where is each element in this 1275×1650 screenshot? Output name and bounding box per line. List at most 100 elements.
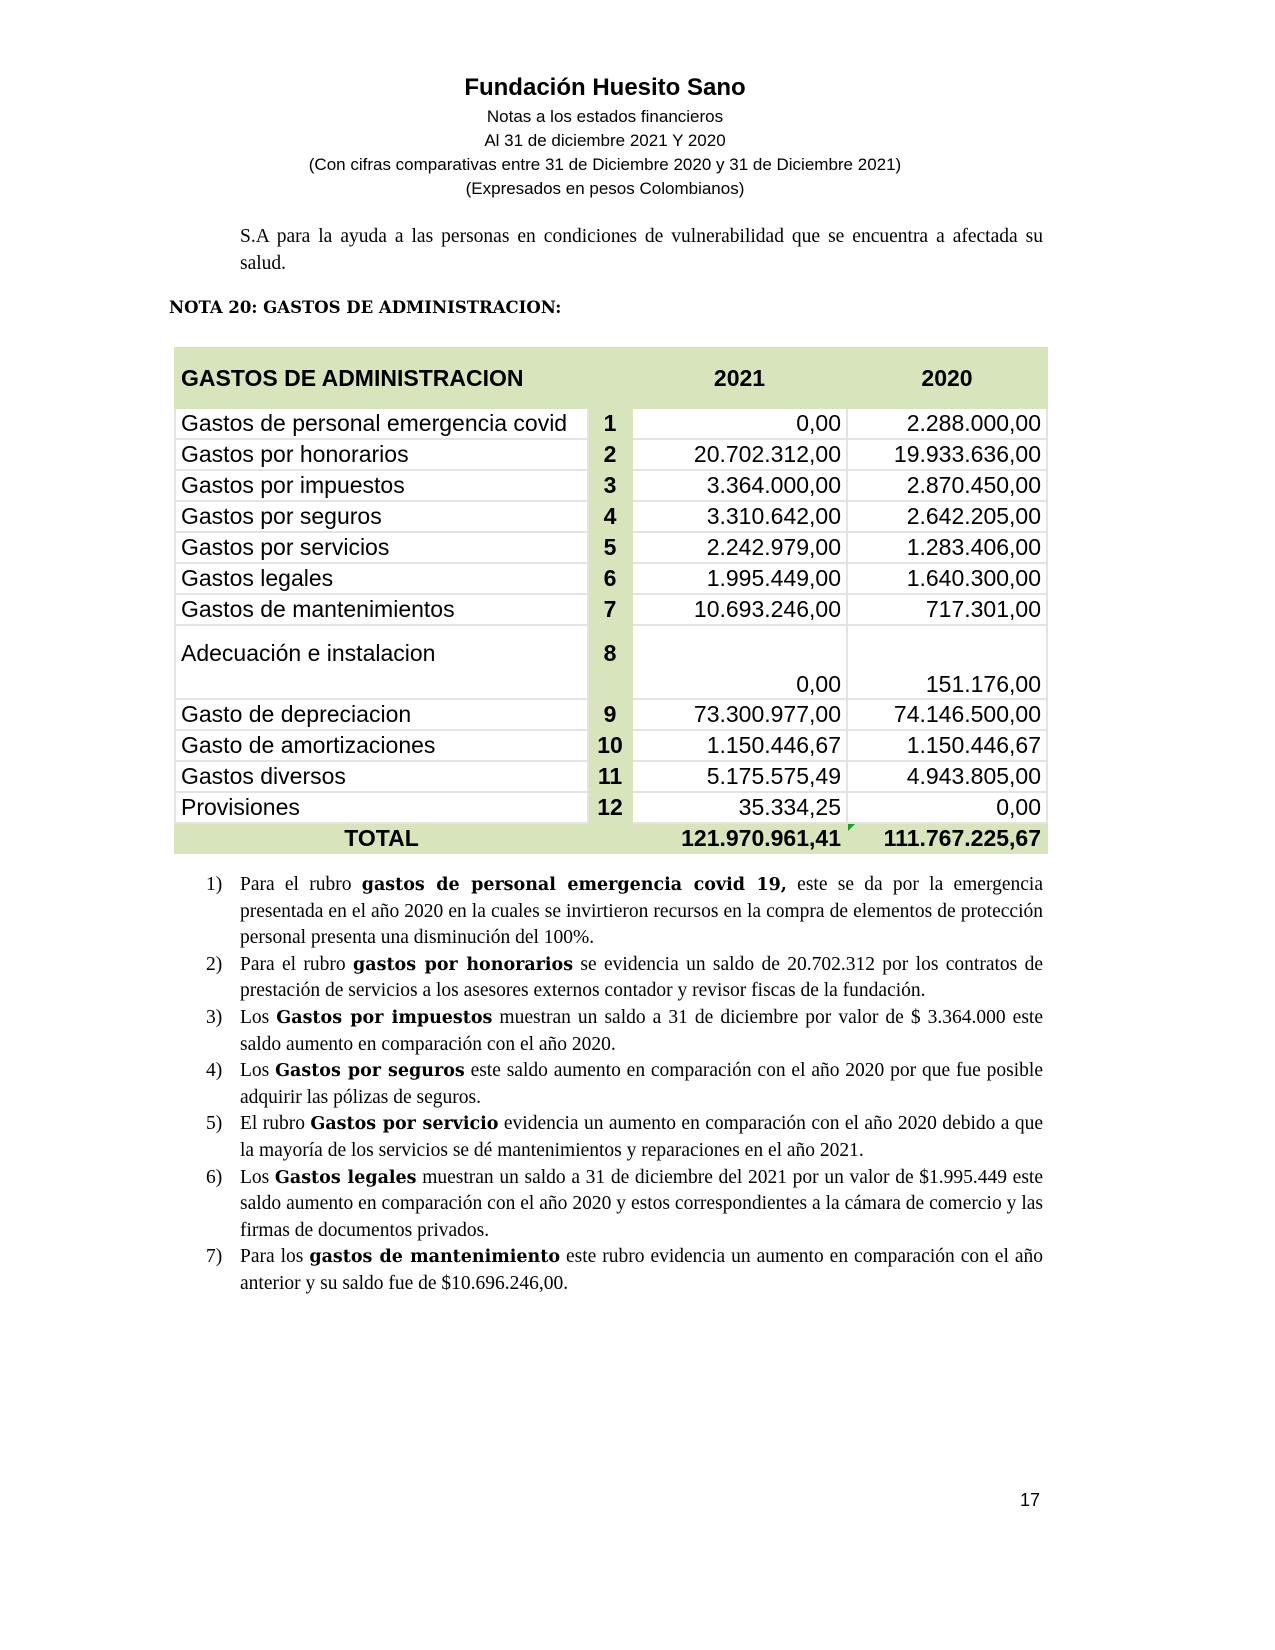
row-label: Gastos de mantenimientos: [174, 593, 589, 626]
row-note-number: 1: [587, 407, 633, 440]
header-2021: 2021: [631, 347, 848, 409]
table-row: Gastos legales 6 1.995.449,00 1.640.300,00: [174, 562, 1048, 595]
note-text: El rubro: [240, 1113, 311, 1135]
note-emphasis: gastos de personal emergencia covid 19,: [361, 875, 787, 895]
row-value-2021: 0,00: [631, 624, 848, 700]
row-note-number: 9: [587, 698, 633, 731]
note-number: 5): [206, 1113, 223, 1135]
row-value-2021: 73.300.977,00: [631, 698, 848, 731]
total-label: TOTAL: [174, 822, 589, 854]
note-text: Para el rubro: [240, 874, 362, 895]
note-item: 1) Para el rubro gastos de personal emerg…: [200, 872, 1043, 952]
row-value-2021: 20.702.312,00: [631, 438, 848, 471]
table-row: Gastos diversos 11 5.175.575,49 4.943.805,0…: [174, 760, 1048, 793]
document-title: Fundación Huesito Sano: [464, 74, 746, 101]
table-row: Adecuación e instalacion 8 0,00 151.176,00: [174, 624, 1048, 700]
note-text: Para el rubro: [240, 953, 354, 975]
note-text: este se da por la emergencia presentada …: [240, 874, 1043, 949]
note-emphasis: gastos de mantenimiento: [309, 1247, 561, 1268]
row-value-2021: 0,00: [631, 407, 848, 440]
row-value-2020: 151.176,00: [846, 624, 1048, 700]
expenses-table: GASTOS DE ADMINISTRACION 2021 2020 Gasto…: [174, 347, 1048, 854]
total-2020-value: 111.767.225,67: [883, 824, 1041, 851]
table-row: Gastos por seguros 4 3.310.642,00 2.642.205…: [174, 500, 1048, 533]
row-note-number: 8: [587, 624, 633, 700]
note-number: 4): [206, 1060, 223, 1082]
row-value-2021: 10.693.246,00: [631, 593, 848, 626]
row-value-2020: 717.301,00: [846, 593, 1048, 626]
note-item: 7) Para los gastos de mantenimiento este …: [200, 1244, 1043, 1297]
row-note-number: 2: [587, 438, 633, 471]
header-label: GASTOS DE ADMINISTRACION: [174, 347, 589, 409]
row-value-2020: 74.146.500,00: [846, 698, 1048, 731]
note-item: 4) Los Gastos por seguros este saldo aume…: [200, 1058, 1043, 1111]
note-emphasis: gastos por honorarios: [353, 954, 574, 975]
note-emphasis: Gastos por seguros: [275, 1061, 465, 1082]
row-note-number: 7: [587, 593, 633, 626]
row-value-2020: 19.933.636,00: [846, 438, 1048, 471]
note-text: evidencia un aumento en comparación con …: [240, 1113, 1043, 1161]
document-subtitle: Notas a los estados financieros: [486, 107, 724, 126]
total-row: TOTAL 121.970.961,41 111.767.225,67: [174, 822, 1048, 854]
table-row: Gastos por servicios 5 2.242.979,00 1.283.4…: [174, 531, 1048, 564]
note-emphasis: Gastos por impuestos: [276, 1007, 493, 1028]
note-emphasis: Gastos por servicio: [310, 1114, 499, 1135]
header-num: [587, 347, 633, 409]
note-text: Los: [240, 1060, 276, 1082]
row-value-2020: 2.642.205,00: [846, 500, 1048, 533]
row-note-number: 4: [587, 500, 633, 533]
row-note-number: 6: [587, 562, 633, 595]
row-value-2020: 2.288.000,00: [846, 407, 1048, 440]
row-value-2020: 2.870.450,00: [846, 469, 1048, 502]
note-text: Los: [240, 1166, 275, 1188]
intro-paragraph: S.A para la ayuda a las personas en cond…: [240, 226, 1043, 274]
note-text: este rubro evidencia un aumento en compa…: [240, 1246, 1043, 1294]
row-label: Gasto de amortizaciones: [174, 729, 589, 762]
note-number: 3): [206, 1006, 223, 1028]
note-number: 6): [206, 1166, 223, 1188]
note-number: 7): [206, 1246, 223, 1268]
row-value-2021: 35.334,25: [631, 791, 848, 824]
document-currency-note: (Expresados en pesos Colombianos): [465, 179, 745, 198]
page-number: 17: [1020, 1490, 1041, 1510]
document-date: Al 31 de diciembre 2021 Y 2020: [484, 131, 726, 150]
row-note-number: 10: [587, 729, 633, 762]
row-note-number: 5: [587, 531, 633, 564]
row-value-2021: 5.175.575,49: [631, 760, 848, 793]
row-label: Gastos de personal emergencia covid: [174, 407, 589, 440]
note-number: 1): [206, 874, 223, 895]
table-row: Gasto de amortizaciones 10 1.150.446,67 1.1…: [174, 729, 1048, 762]
note-text: este saldo aumento en comparación con el…: [240, 1060, 1043, 1108]
table-row: Gastos de personal emergencia covid 1 0,00…: [174, 407, 1048, 440]
note-text: muestran un saldo a 31 de diciembre por …: [240, 1006, 1044, 1055]
row-value-2020: 1.150.446,67: [846, 729, 1048, 762]
row-value-2020: 4.943.805,00: [846, 760, 1048, 793]
table-row: Provisiones 12 35.334,25 0,00: [174, 791, 1048, 824]
row-label: Gastos legales: [174, 562, 589, 595]
row-note-number: 11: [587, 760, 633, 793]
row-label: Adecuación e instalacion: [174, 624, 589, 700]
header-2020: 2020: [846, 347, 1048, 409]
row-label: Gastos por honorarios: [174, 438, 589, 471]
row-label: Gastos por servicios: [174, 531, 589, 564]
table-row: Gasto de depreciacion 9 73.300.977,00 74.14…: [174, 698, 1048, 731]
note-number: 2): [206, 953, 223, 975]
note-text: Los: [240, 1006, 277, 1028]
row-note-number: 3: [587, 469, 633, 502]
row-label: Gastos por seguros: [174, 500, 589, 533]
table-row: Gastos de mantenimientos 7 10.693.246,00 71…: [174, 593, 1048, 626]
table-header-row: GASTOS DE ADMINISTRACION 2021 2020: [174, 347, 1048, 409]
row-value-2021: 3.310.642,00: [631, 500, 848, 533]
row-value-2020: 0,00: [846, 791, 1048, 824]
document-comparative-note: (Con cifras comparativas entre 31 de Dic…: [308, 155, 902, 174]
note-text: se evidencia un saldo de 20.702.312 por …: [240, 953, 1043, 1002]
row-value-2021: 1.995.449,00: [631, 562, 848, 595]
section-heading: NOTA 20: GASTOS DE ADMINISTRACION:: [169, 298, 562, 317]
table-row: Gastos por honorarios 2 20.702.312,00 19.93…: [174, 438, 1048, 471]
table-row: Gastos por impuestos 3 3.364.000,00 2.870.4…: [174, 469, 1048, 502]
note-item: 5) El rubro Gastos por servicio evidencia…: [200, 1111, 1043, 1164]
row-value-2020: 1.640.300,00: [846, 562, 1048, 595]
notes-list: 1) Para el rubro gastos de personal emerg…: [200, 872, 1043, 1298]
row-label: Gastos diversos: [174, 760, 589, 793]
total-2020: 111.767.225,67: [846, 822, 1048, 854]
